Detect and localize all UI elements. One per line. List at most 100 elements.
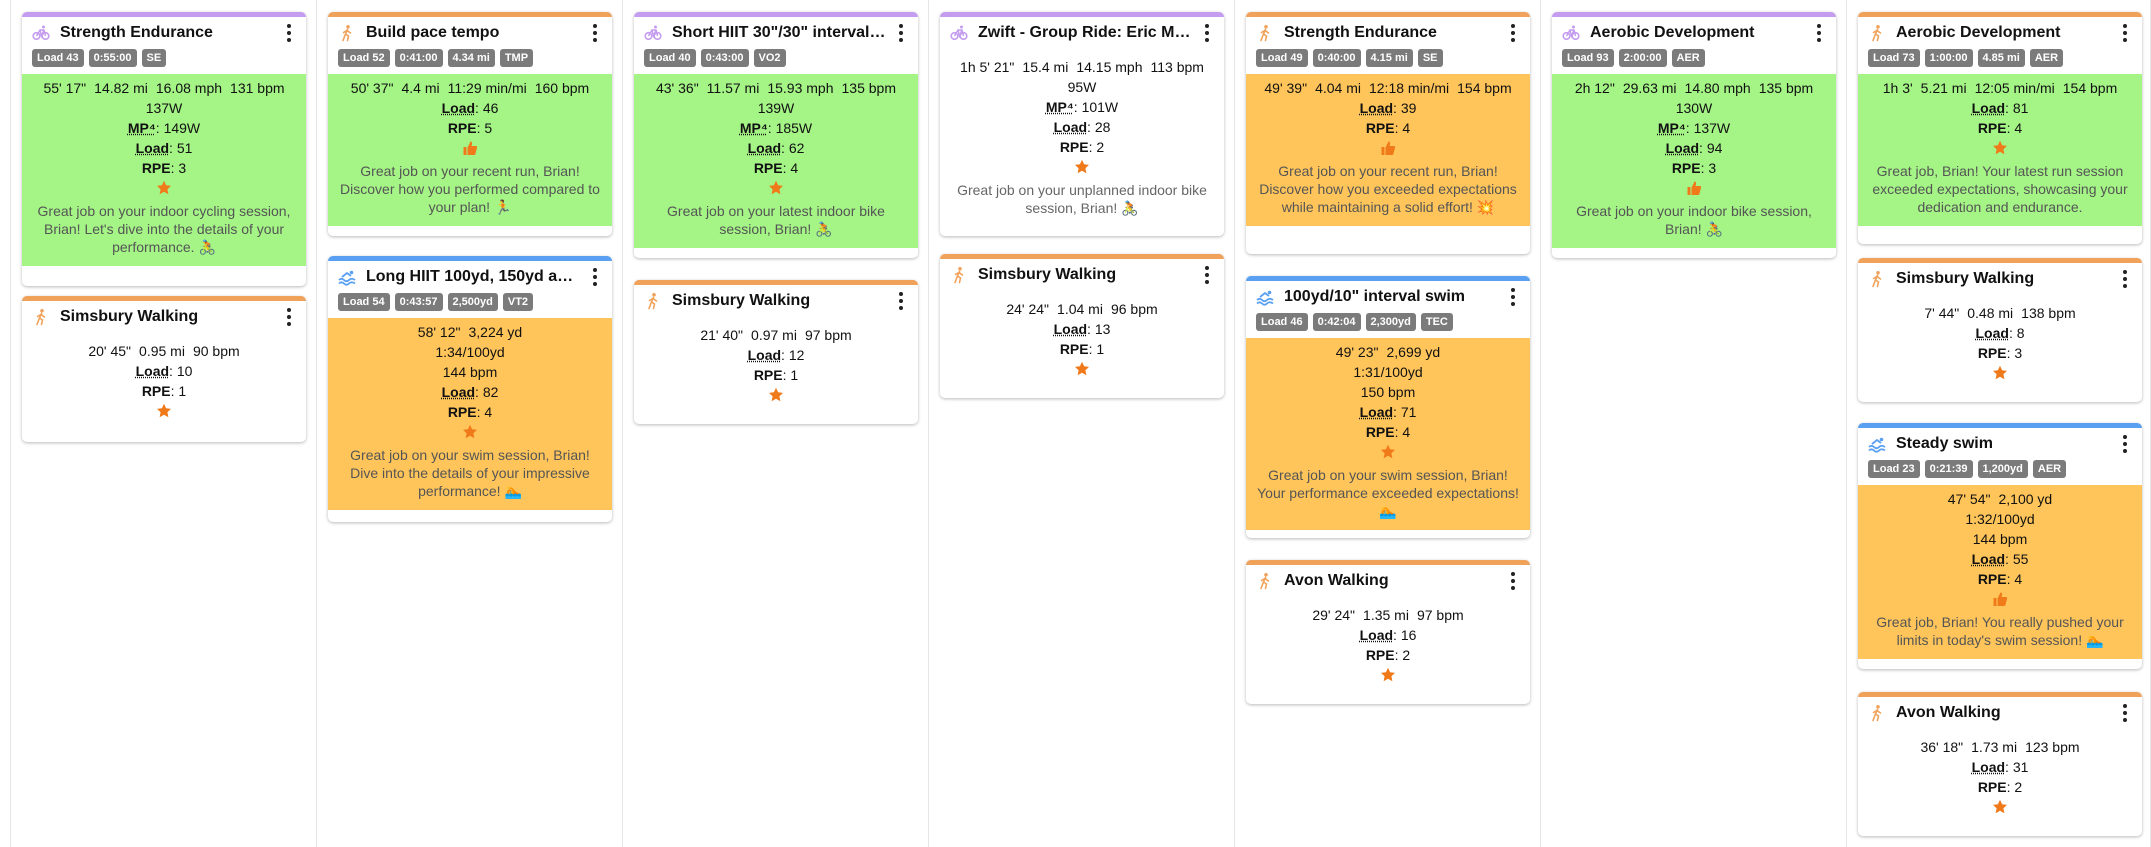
load: Load: 81 — [1971, 100, 2029, 116]
workout-card[interactable]: Aerobic Development Load 73 1:00:00 4.85 mi… — [1858, 12, 2142, 244]
workout-card[interactable]: Simsbury Walking 20' 45" 0.95 mi 90 bpm Load… — [22, 296, 306, 442]
coach-message: Great job on your indoor cycling session… — [37, 203, 291, 255]
day-column: Build pace tempo Load 52 0:41:00 4.34 mi TMP… — [316, 0, 621, 847]
stat-line: 144 bpm — [442, 364, 498, 380]
rpe: RPE: 4 — [1365, 120, 1411, 136]
planned-badge: 2,500yd — [447, 293, 498, 311]
planned-badge: TMP — [499, 49, 534, 67]
workout-card[interactable]: Simsbury Walking 21' 40" 0.97 mi 97 bpm Load… — [634, 280, 918, 424]
card-header: Avon Walking — [1858, 697, 2142, 729]
load-value: 71 — [1400, 404, 1417, 420]
load-label: Load — [747, 140, 782, 156]
workout-title: Aerobic Development — [1590, 24, 1755, 41]
more-options-icon[interactable] — [894, 291, 908, 311]
workout-title: Zwift - Group Ride: Eric Min's Thursday — [978, 24, 1194, 41]
workout-card[interactable]: Short HIIT 30"/30" interval session Load … — [634, 12, 918, 258]
load-value: 46 — [482, 100, 499, 116]
load: Load: 71 — [1359, 404, 1417, 420]
rpe-value: 3 — [1708, 160, 1717, 176]
planned-badges: Load 73 1:00:00 4.85 mi AER — [1858, 49, 2142, 74]
more-options-icon[interactable] — [2118, 703, 2132, 723]
thumbs-up-icon — [1560, 178, 1828, 198]
load-label: Load — [1665, 140, 1700, 156]
walk-icon — [1868, 270, 1886, 288]
workout-card[interactable]: Avon Walking 36' 18" 1.73 mi 123 bpm Load: 3… — [1858, 692, 2142, 836]
load: Load: 8 — [1975, 325, 2025, 341]
rpe-value: 2 — [2014, 779, 2023, 795]
max-power-value: 185W — [775, 120, 813, 136]
stat-line: 139W — [757, 100, 795, 116]
workout-card[interactable]: Aerobic Development Load 93 2:00:00 AER 2h 1… — [1552, 12, 1836, 258]
more-options-icon[interactable] — [2118, 269, 2132, 289]
run-icon — [1256, 24, 1274, 42]
workout-card[interactable]: Simsbury Walking 7' 44" 0.48 mi 138 bpm Load… — [1858, 258, 2142, 402]
workout-card[interactable]: Steady swim Load 23 0:21:39 1,200yd AER 47' 5… — [1858, 423, 2142, 669]
coach-message: Great job on your swim session, Brian! D… — [350, 447, 590, 499]
day-column: Aerobic Development Load 93 2:00:00 AER 2h 1… — [1540, 0, 1845, 847]
load-value: 81 — [2012, 100, 2029, 116]
more-options-icon[interactable] — [1506, 571, 1520, 591]
max-power: MP⁴: 101W — [1045, 99, 1119, 115]
workout-card[interactable]: Strength Endurance Load 43 0:55:00 SE 55' 17… — [22, 12, 306, 286]
more-options-icon[interactable] — [588, 23, 602, 43]
rpe-label: RPE — [447, 120, 477, 136]
more-options-icon[interactable] — [1200, 23, 1214, 43]
max-power-value: 101W — [1081, 99, 1119, 115]
load-label: Load — [135, 363, 170, 379]
more-options-icon[interactable] — [1506, 287, 1520, 307]
workout-card[interactable]: 100yd/10" interval swim Load 46 0:42:04 2,3… — [1246, 276, 1530, 538]
more-options-icon[interactable] — [1812, 23, 1826, 43]
star-icon — [948, 359, 1216, 379]
more-options-icon[interactable] — [1200, 265, 1214, 285]
more-options-icon[interactable] — [1506, 23, 1520, 43]
rpe: RPE: 4 — [447, 404, 493, 420]
card-body: 43' 36" 11.57 mi 15.93 mph 135 bpm 139W MP⁴: … — [634, 74, 918, 248]
workout-card[interactable]: Zwift - Group Ride: Eric Min's Thursday 1… — [940, 12, 1224, 236]
actual-stats: 2h 12" 29.63 mi 14.80 mph 135 bpm — [1560, 78, 1828, 98]
load: Load: 28 — [1053, 119, 1111, 135]
run-icon — [1868, 24, 1886, 42]
actual-stats: 7' 44" 0.48 mi 138 bpm — [1866, 303, 2134, 323]
more-options-icon[interactable] — [2118, 434, 2132, 454]
more-options-icon[interactable] — [2118, 23, 2132, 43]
workout-title: Short HIIT 30"/30" interval session — [672, 24, 888, 41]
card-body: 49' 39" 4.04 mi 12:18 min/mi 154 bpm Load: 3… — [1246, 74, 1530, 226]
planned-badge: 4.85 mi — [1977, 49, 2025, 67]
planned-badges: Load 93 2:00:00 AER — [1552, 49, 1836, 74]
rpe: RPE: 1 — [753, 367, 799, 383]
more-options-icon[interactable] — [282, 23, 296, 43]
rpe-label: RPE — [1365, 647, 1395, 663]
bike-icon — [32, 24, 50, 42]
star-icon — [642, 385, 910, 405]
stat-value: 43' 36" — [655, 80, 699, 96]
more-options-icon[interactable] — [282, 307, 296, 327]
workout-card[interactable]: Long HIIT 100yd, 150yd and 200yd Load 540… — [328, 256, 612, 522]
planned-badge: Load 52 — [338, 49, 390, 67]
load: Load: 62 — [747, 140, 805, 156]
workout-card[interactable]: Simsbury Walking 24' 24" 1.04 mi 96 bpm Load… — [940, 254, 1224, 398]
planned-badge: Load 54 — [338, 293, 390, 311]
card-body: 1h 5' 21" 15.4 mi 14.15 mph 113 bpm 95W MP⁴: … — [940, 49, 1224, 227]
more-options-icon[interactable] — [588, 267, 602, 287]
coach-message: Great job, Brian! Your latest run sessio… — [1872, 163, 2128, 215]
coach-message: Great job on your recent run, Brian! Dis… — [1259, 163, 1517, 215]
stat-value: 1h 5' 21" — [960, 59, 1015, 75]
workout-title: Strength Endurance — [60, 24, 213, 41]
actual-stats: 36' 18" 1.73 mi 123 bpm — [1866, 737, 2134, 757]
rpe: RPE: 3 — [1671, 160, 1717, 176]
actual-stats: 43' 36" 11.57 mi 15.93 mph 135 bpm — [642, 78, 910, 98]
card-body: 50' 37" 4.4 mi 11:29 min/mi 160 bpm Load: 46… — [328, 74, 612, 226]
planned-badge: SE — [1417, 49, 1443, 67]
rpe-value: 5 — [484, 120, 493, 136]
planned-badge: Load 43 — [32, 49, 84, 67]
workout-card[interactable]: Avon Walking 29' 24" 1.35 mi 97 bpm Load: 16… — [1246, 560, 1530, 704]
planned-badge: 0:40:00 — [1312, 49, 1361, 67]
planned-badge: 4.34 mi — [447, 49, 495, 67]
stat-value: 1.35 mi — [1363, 607, 1409, 623]
load-value: 51 — [176, 140, 193, 156]
workout-card[interactable]: Strength Endurance Load 49 0:40:00 4.15 mi S… — [1246, 12, 1530, 254]
planned-badge: 0:43:57 — [394, 293, 443, 311]
workout-card[interactable]: Build pace tempo Load 52 0:41:00 4.34 mi TMP… — [328, 12, 612, 236]
coach-message: Great job on your indoor bike session, B… — [1576, 203, 1812, 237]
more-options-icon[interactable] — [894, 23, 908, 43]
